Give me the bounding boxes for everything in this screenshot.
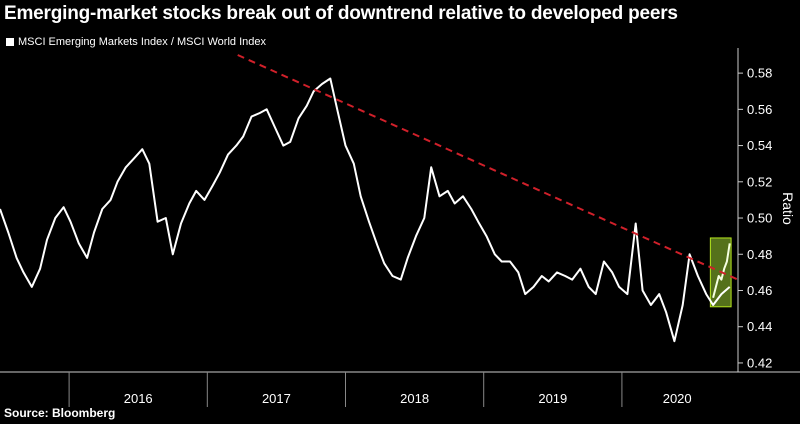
y-tick-label: 0.50 <box>747 211 772 226</box>
x-tick-label: 2018 <box>400 391 429 406</box>
x-tick-label: 2020 <box>663 391 692 406</box>
trend-line <box>237 54 739 281</box>
breakout-line <box>712 243 731 298</box>
legend-swatch <box>6 38 14 46</box>
y-tick-label: 0.42 <box>747 355 772 370</box>
source-note: Source: Bloomberg <box>4 406 116 420</box>
y-tick-label: 0.58 <box>747 66 772 81</box>
x-tick-label: 2016 <box>124 391 153 406</box>
y-tick-label: 0.54 <box>747 138 772 153</box>
x-tick-label: 2019 <box>538 391 567 406</box>
y-tick-label: 0.56 <box>747 102 772 117</box>
series-line <box>0 77 731 343</box>
y-tick-label: 0.48 <box>747 247 772 262</box>
x-tick-label: 2017 <box>262 391 291 406</box>
y-axis-title: Ratio <box>780 192 796 225</box>
legend: MSCI Emerging Markets Index / MSCI World… <box>6 36 266 48</box>
y-tick-label: 0.46 <box>747 283 772 298</box>
y-tick-label: 0.52 <box>747 174 772 189</box>
y-tick-label: 0.44 <box>747 319 772 334</box>
chart-title: Emerging-market stocks break out of down… <box>4 3 678 24</box>
legend-label: MSCI Emerging Markets Index / MSCI World… <box>18 36 266 48</box>
